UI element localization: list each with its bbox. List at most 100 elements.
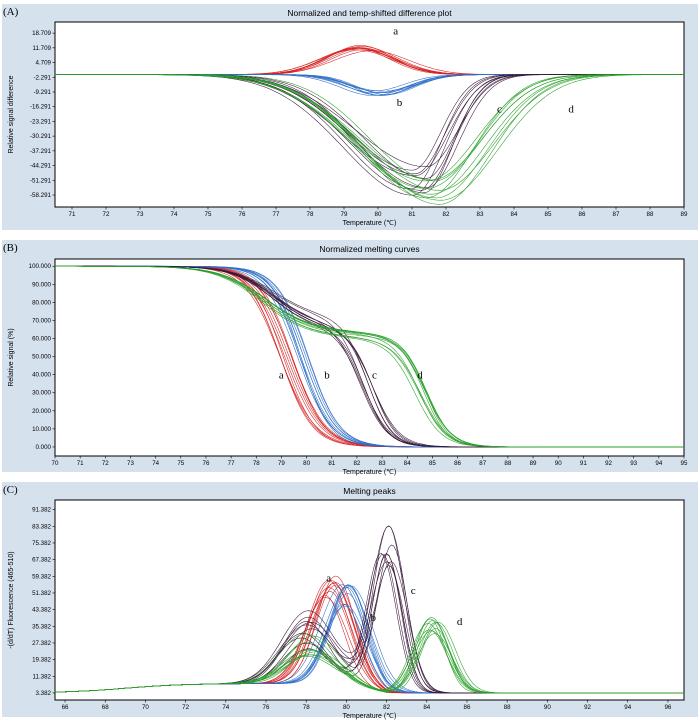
- x-tick-label: 86: [579, 211, 586, 218]
- annotation-b: b: [371, 612, 377, 624]
- x-tick-label: 85: [545, 211, 552, 218]
- curve-d: [55, 265, 684, 448]
- x-tick-label: 93: [630, 460, 637, 467]
- y-tick-label: 30.000: [32, 390, 51, 397]
- curves: [55, 45, 684, 205]
- annotation-c: c: [411, 585, 416, 597]
- y-tick-label: 51.382: [32, 590, 51, 597]
- x-tick-label: 71: [77, 460, 84, 467]
- annotation-d: d: [457, 616, 463, 628]
- plot-area: [54, 258, 685, 457]
- y-tick-label: 43.382: [32, 607, 51, 614]
- y-tick-label: -58.291: [30, 192, 52, 199]
- x-tick-label: 88: [647, 211, 654, 218]
- x-tick-label: 73: [137, 211, 144, 218]
- x-tick-label: 84: [423, 704, 430, 711]
- y-tick-label: 20.000: [32, 408, 51, 415]
- x-tick-label: 78: [307, 211, 314, 218]
- y-tick-label: 35.382: [32, 623, 51, 630]
- x-tick-label: 68: [102, 704, 109, 711]
- y-tick-label: 91.382: [32, 507, 51, 514]
- x-axis-label: Temperature (℃): [343, 469, 397, 476]
- x-tick-label: 82: [383, 704, 390, 711]
- y-tick-label: 50.000: [32, 354, 51, 361]
- x-tick-label: 88: [504, 704, 511, 711]
- x-tick-label: 82: [443, 211, 450, 218]
- x-tick-label: 73: [127, 460, 134, 467]
- y-tick-label: -51.291: [30, 177, 52, 184]
- x-tick-label: 80: [303, 460, 310, 467]
- x-tick-label: 83: [379, 460, 386, 467]
- x-tick-label: 76: [203, 460, 210, 467]
- x-tick-label: 77: [228, 460, 235, 467]
- plot-area: [54, 21, 685, 208]
- x-tick-label: 91: [580, 460, 587, 467]
- x-tick-label: 80: [375, 211, 382, 218]
- x-tick-label: 95: [681, 460, 688, 467]
- y-tick-label: 100.000: [29, 263, 52, 270]
- y-tick-label: -2.291: [33, 74, 51, 81]
- x-tick-label: 66: [62, 704, 69, 711]
- x-tick-label: 77: [273, 211, 280, 218]
- x-tick-label: 84: [404, 460, 411, 467]
- x-tick-label: 86: [464, 704, 471, 711]
- y-tick-label: -23.291: [30, 118, 52, 125]
- y-axis-label: Relative signal (%): [8, 328, 15, 386]
- curve-d: [55, 74, 684, 199]
- y-axis-label: Relative signal difference: [8, 75, 15, 153]
- y-tick-label: 10.000: [32, 426, 51, 433]
- x-tick-label: 94: [624, 704, 631, 711]
- x-tick-label: 74: [222, 704, 229, 711]
- annotation-c: c: [497, 103, 502, 115]
- y-tick-label: 4.709: [36, 60, 52, 67]
- y-tick-label: 27.382: [32, 640, 51, 647]
- x-tick-label: 72: [102, 460, 109, 467]
- y-tick-label: -37.291: [30, 148, 52, 155]
- chart-title: Normalized melting curves: [319, 244, 419, 254]
- x-tick-label: 88: [504, 460, 511, 467]
- x-tick-label: 96: [664, 704, 671, 711]
- x-tick-label: 94: [655, 460, 662, 467]
- panel-label: (A): [3, 6, 19, 18]
- chart-title: Melting peaks: [343, 486, 395, 496]
- x-tick-label: 72: [103, 211, 110, 218]
- curve-d: [55, 628, 684, 694]
- annotation-d: d: [568, 103, 574, 115]
- y-tick-label: 67.382: [32, 557, 51, 564]
- x-tick-label: 81: [328, 460, 335, 467]
- x-tick-label: 71: [69, 211, 76, 218]
- x-tick-label: 72: [182, 704, 189, 711]
- annotation-a: a: [326, 572, 331, 584]
- x-tick-label: 85: [429, 460, 436, 467]
- y-tick-label: 59.382: [32, 573, 51, 580]
- x-tick-label: 80: [343, 704, 350, 711]
- x-tick-label: 83: [477, 211, 484, 218]
- y-tick-label: 11.709: [33, 45, 52, 52]
- chart-panel-3: (C) Melting peaks 66 68 70 72 74 76 78 80 82 84 86 88…: [2, 482, 698, 720]
- chart-title: Normalized and temp-shifted difference p…: [287, 8, 452, 18]
- x-tick-label: 82: [353, 460, 360, 467]
- y-tick-label: 80.000: [32, 299, 51, 306]
- y-tick-label: 19.382: [32, 657, 51, 664]
- y-tick-label: 40.000: [32, 372, 51, 379]
- y-tick-label: 75.382: [32, 540, 51, 547]
- y-tick-label: -9.291: [33, 89, 51, 96]
- x-tick-label: 90: [544, 704, 551, 711]
- x-tick-label: 76: [263, 704, 270, 711]
- x-tick-label: 92: [605, 460, 612, 467]
- x-tick-label: 70: [142, 704, 149, 711]
- panel-label: (B): [3, 242, 18, 254]
- x-tick-label: 76: [239, 211, 246, 218]
- x-tick-label: 89: [681, 211, 688, 218]
- x-tick-label: 92: [584, 704, 591, 711]
- x-tick-label: 79: [278, 460, 285, 467]
- x-tick-label: 75: [205, 211, 212, 218]
- curves: [55, 265, 684, 448]
- y-tick-label: 70.000: [32, 317, 51, 324]
- annotation-d: d: [417, 369, 423, 381]
- x-tick-label: 78: [303, 704, 310, 711]
- annotation-b: b: [397, 97, 403, 109]
- y-tick-label: -30.291: [30, 133, 52, 140]
- chart-panel-1: (A) Normalized and temp-shifted differenc…: [2, 4, 698, 230]
